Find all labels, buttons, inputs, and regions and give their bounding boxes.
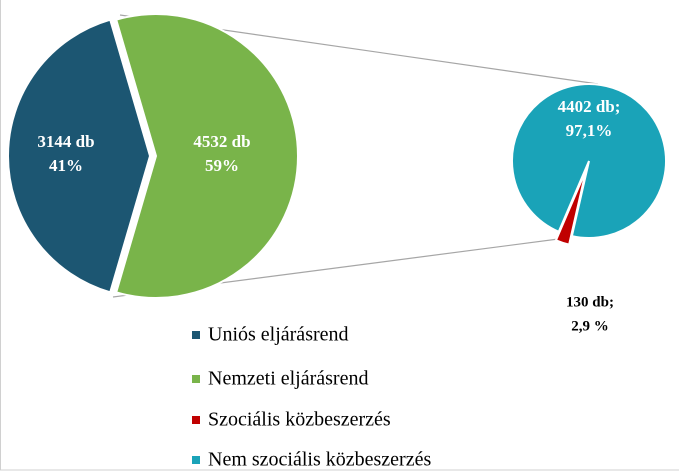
- legend-label: Uniós eljárásrend: [208, 324, 349, 346]
- legend-swatch: [192, 416, 200, 424]
- legend-label: Szociális közbeszerzés: [208, 409, 391, 431]
- value-label: 3144 db: [37, 132, 94, 151]
- legend-label: Nemzeti eljárásrend: [208, 368, 368, 390]
- legend-swatch: [192, 375, 200, 383]
- value-label: 130 db;: [566, 294, 614, 310]
- legend-swatch: [192, 456, 200, 464]
- percent-label: 41%: [49, 156, 83, 175]
- value-label: 4532 db: [193, 132, 250, 151]
- percent-label: 97,1%: [566, 121, 613, 140]
- pie-slice: [554, 169, 588, 246]
- pie-slice: [114, 13, 299, 299]
- pie-slice: [7, 18, 152, 294]
- percent-label: 2,9 %: [571, 318, 609, 334]
- percent-label: 59%: [205, 156, 239, 175]
- legend-label: Nem szociális közbeszerzés: [208, 449, 431, 471]
- legend-swatch: [192, 331, 200, 339]
- value-label: 4402 db;: [558, 97, 621, 116]
- pie-slice: [511, 83, 667, 239]
